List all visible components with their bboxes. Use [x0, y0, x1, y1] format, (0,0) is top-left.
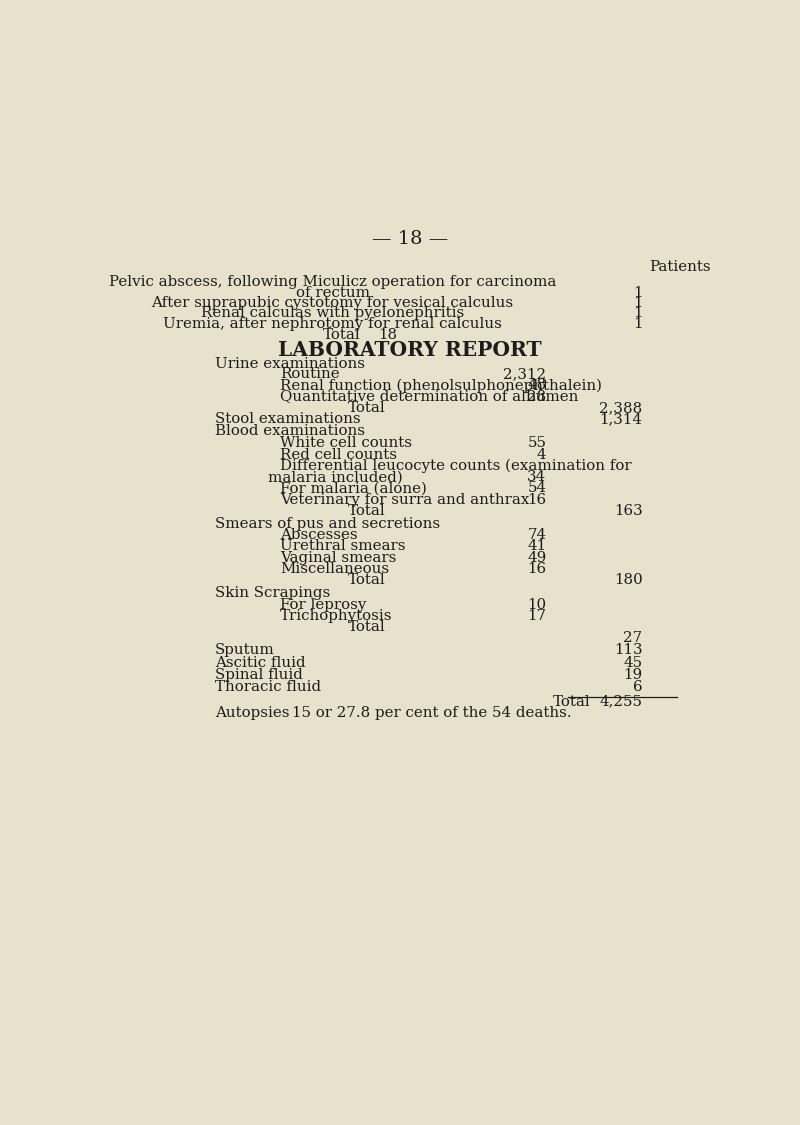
Text: 15 or 27.8 per cent of the 54 deaths.: 15 or 27.8 per cent of the 54 deaths. — [292, 705, 572, 720]
Text: 1: 1 — [633, 306, 642, 321]
Text: 1: 1 — [633, 317, 642, 331]
Text: Differential leucocyte counts (examination for: Differential leucocyte counts (examinati… — [280, 459, 631, 474]
Text: 4,255: 4,255 — [599, 694, 642, 709]
Text: Sputum: Sputum — [214, 644, 274, 657]
Text: Patients: Patients — [649, 260, 710, 273]
Text: Vaginal smears: Vaginal smears — [280, 551, 396, 565]
Text: Skin Scrapings: Skin Scrapings — [214, 586, 330, 601]
Text: LABORATORY REPORT: LABORATORY REPORT — [278, 340, 542, 360]
Text: Thoracic fluid: Thoracic fluid — [214, 680, 321, 694]
Text: 2,312: 2,312 — [503, 367, 546, 381]
Text: Red cell counts: Red cell counts — [280, 448, 397, 461]
Text: 16: 16 — [527, 562, 546, 576]
Text: 1: 1 — [633, 296, 642, 310]
Text: Uremia, after nephrotomy for renal calculus: Uremia, after nephrotomy for renal calcu… — [163, 317, 502, 331]
Text: 55: 55 — [527, 436, 546, 450]
Text: 4: 4 — [537, 448, 546, 461]
Text: After suprapubic cystotomy for vesical calculus: After suprapubic cystotomy for vesical c… — [151, 296, 514, 310]
Text: 16: 16 — [527, 493, 546, 506]
Text: 1,314: 1,314 — [599, 412, 642, 426]
Text: 19: 19 — [623, 667, 642, 682]
Text: 163: 163 — [614, 504, 642, 518]
Text: Total: Total — [323, 328, 361, 342]
Text: 180: 180 — [614, 574, 642, 587]
Text: Blood examinations: Blood examinations — [214, 424, 365, 439]
Text: Veterinary for surra and anthrax: Veterinary for surra and anthrax — [280, 493, 529, 506]
Text: Total: Total — [553, 694, 590, 709]
Text: 6: 6 — [633, 680, 642, 694]
Text: 74: 74 — [527, 529, 546, 542]
Text: Urethral smears: Urethral smears — [280, 540, 406, 554]
Text: Miscellaneous: Miscellaneous — [280, 562, 389, 576]
Text: 45: 45 — [623, 656, 642, 669]
Text: 113: 113 — [614, 644, 642, 657]
Text: For malaria (alone): For malaria (alone) — [280, 482, 426, 495]
Text: of rectum: of rectum — [295, 286, 370, 299]
Text: Total: Total — [348, 574, 386, 587]
Text: 49: 49 — [527, 551, 546, 565]
Text: 1: 1 — [633, 286, 642, 299]
Text: Renal function (phenolsulphonephthalein): Renal function (phenolsulphonephthalein) — [280, 378, 602, 393]
Text: Trichophytosis: Trichophytosis — [280, 609, 392, 623]
Text: Renal calculas with pyelonephritis: Renal calculas with pyelonephritis — [201, 306, 464, 321]
Text: Total: Total — [348, 504, 386, 518]
Text: 28: 28 — [527, 389, 546, 404]
Text: Quantitative determination of albumen: Quantitative determination of albumen — [280, 389, 578, 404]
Text: 17: 17 — [527, 609, 546, 623]
Text: Pelvic abscess, following Miculicz operation for carcinoma: Pelvic abscess, following Miculicz opera… — [109, 276, 556, 289]
Text: Abscesses: Abscesses — [280, 529, 358, 542]
Text: 27: 27 — [623, 631, 642, 646]
Text: White cell counts: White cell counts — [280, 436, 412, 450]
Text: Total: Total — [348, 400, 386, 415]
Text: 18: 18 — [378, 328, 398, 342]
Text: 54: 54 — [527, 482, 546, 495]
Text: 10: 10 — [527, 597, 546, 612]
Text: Urine examinations: Urine examinations — [214, 357, 365, 371]
Text: Autopsies: Autopsies — [214, 705, 290, 720]
Text: Spinal fluid: Spinal fluid — [214, 667, 302, 682]
Text: malaria included): malaria included) — [268, 470, 403, 484]
Text: 48: 48 — [527, 378, 546, 393]
Text: Total: Total — [348, 620, 386, 634]
Text: Routine: Routine — [280, 367, 339, 381]
Text: Smears of pus and secretions: Smears of pus and secretions — [214, 518, 440, 531]
Text: For leprosy: For leprosy — [280, 597, 366, 612]
Text: Ascitic fluid: Ascitic fluid — [214, 656, 306, 669]
Text: Stool examinations: Stool examinations — [214, 412, 360, 426]
Text: 34: 34 — [527, 470, 546, 484]
Text: — 18 —: — 18 — — [372, 229, 448, 248]
Text: 41: 41 — [527, 540, 546, 554]
Text: 2,388: 2,388 — [599, 400, 642, 415]
